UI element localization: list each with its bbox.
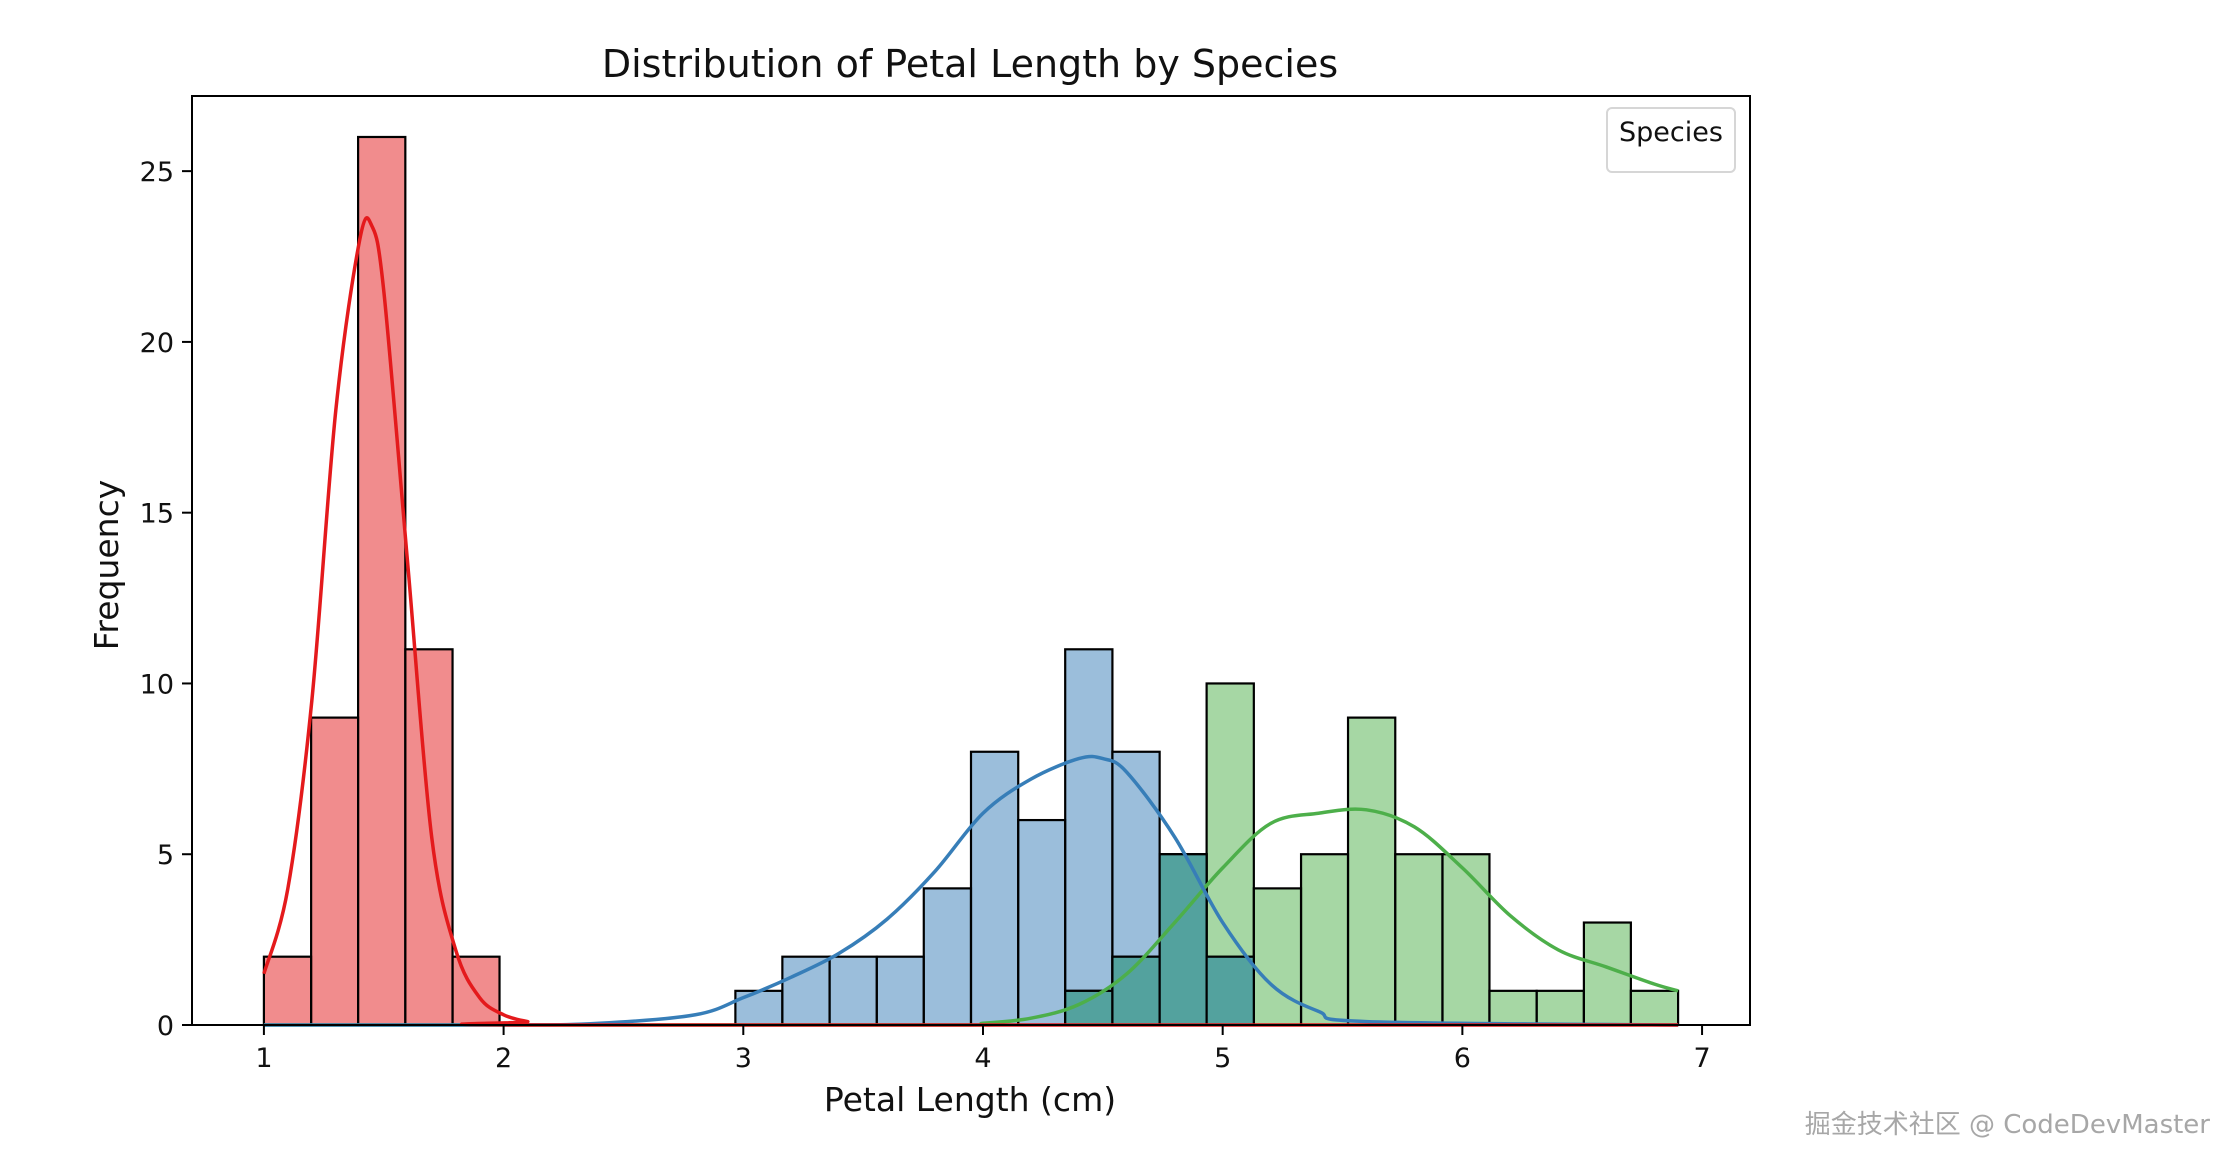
legend: Species [1606, 107, 1736, 173]
x-tick-label: 4 [974, 1043, 991, 1074]
kde-line [263, 754, 1679, 1027]
watermark-text: 掘金技术社区 @ CodeDevMaster [1804, 1110, 2210, 1140]
y-tick-label: 0 [157, 1011, 174, 1042]
histogram-bar [262, 955, 313, 1027]
y-tick-label: 20 [140, 328, 174, 359]
y-tick-label: 25 [140, 157, 174, 188]
x-tick-label: 3 [735, 1043, 752, 1074]
x-axis: 1 2 3 4 5 6 7 [255, 1025, 1711, 1074]
x-tick-label: 6 [1454, 1043, 1471, 1074]
histogram-bar [310, 716, 360, 1027]
histogram-bar [1394, 853, 1444, 1027]
histogram-bar [1064, 648, 1114, 1027]
legend-box [1606, 107, 1736, 173]
y-tick-label: 15 [140, 499, 174, 530]
x-axis-label: Petal Length (cm) [824, 1080, 1116, 1119]
histogram-bar [734, 989, 784, 1027]
x-tick-label: 1 [255, 1043, 272, 1074]
histogram-bar [1488, 989, 1538, 1027]
y-tick-label: 10 [140, 669, 174, 700]
histogram-bar [1299, 853, 1350, 1027]
y-axis-label: Frequency [87, 480, 126, 650]
histogram-bar [1629, 989, 1680, 1027]
x-tick-label: 5 [1214, 1043, 1231, 1074]
histogram-bar [922, 887, 973, 1027]
y-axis: 0 5 10 15 20 25 [140, 157, 192, 1042]
histogram-bar [1017, 818, 1067, 1027]
x-tick-label: 2 [495, 1043, 512, 1074]
chart-title: Distribution of Petal Length by Species [602, 42, 1338, 86]
histogram-bar [404, 648, 454, 1027]
histogram-bar [875, 955, 925, 1027]
histogram-bar [828, 955, 878, 1027]
histogram-bar [1252, 887, 1303, 1027]
legend-title: Species [1619, 117, 1723, 148]
x-tick-label: 7 [1693, 1043, 1710, 1074]
y-tick-label: 5 [157, 840, 174, 871]
histogram-bar [781, 955, 831, 1027]
plot-frame [191, 95, 1751, 1026]
histogram-bar [1346, 716, 1397, 1027]
bar-layer [262, 135, 1680, 1027]
histogram-bar [1441, 853, 1491, 1027]
histogram-overlap-bar [1205, 955, 1255, 1027]
histogram-bar [1535, 989, 1585, 1027]
